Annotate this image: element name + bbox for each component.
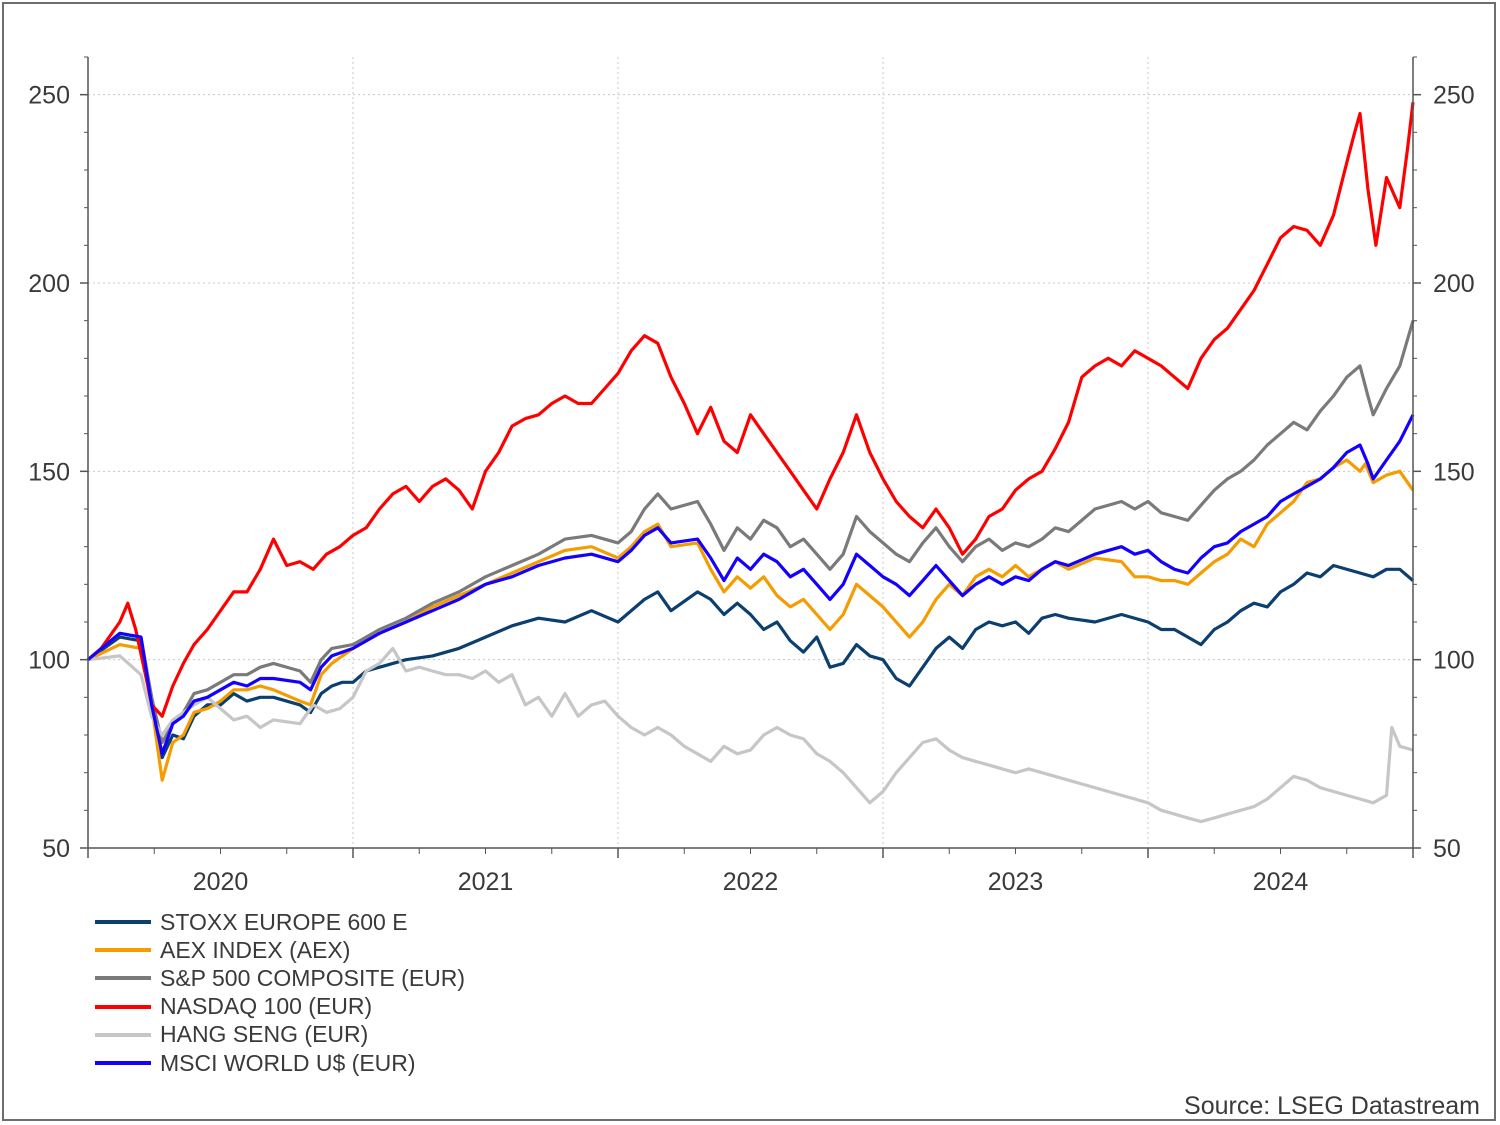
series-line <box>87 458 1415 782</box>
legend-item: HANG SENG (EUR) <box>95 1021 465 1049</box>
y-tick-label-left: 250 <box>28 82 70 110</box>
legend-label: HANG SENG (EUR) <box>160 1021 369 1048</box>
legend-item: MSCI WORLD U$ (EUR) <box>95 1049 465 1077</box>
legend-label: NASDAQ 100 (EUR) <box>160 993 373 1020</box>
y-tick-label-right: 250 <box>1433 82 1475 110</box>
y-tick-label-left: 50 <box>42 835 70 863</box>
legend-item: S&P 500 COMPOSITE (EUR) <box>95 964 465 992</box>
y-tick-label-left: 100 <box>28 647 70 675</box>
x-tick-label: 2023 <box>988 868 1044 896</box>
legend-swatch <box>95 1004 151 1009</box>
grid <box>88 57 1413 848</box>
series-line <box>87 563 1415 760</box>
legend-label: AEX INDEX (AEX) <box>160 936 351 963</box>
series-line <box>86 320 1415 745</box>
x-tick-label: 2020 <box>193 868 249 896</box>
source-note: Source: LSEG Datastream <box>1184 1092 1480 1120</box>
y-tick-label-left: 150 <box>28 458 70 486</box>
legend-item: AEX INDEX (AEX) <box>95 936 465 964</box>
y-tick-label-right: 200 <box>1433 270 1475 298</box>
legend-swatch <box>95 920 151 925</box>
legend-swatch <box>95 1061 151 1066</box>
legend: STOXX EUROPE 600 E AEX INDEX (AEX) S&P 500… <box>95 908 465 1077</box>
series-line <box>86 102 1415 718</box>
series-lines <box>86 102 1415 824</box>
legend-label: STOXX EUROPE 600 E <box>160 908 408 935</box>
legend-swatch <box>95 976 151 981</box>
axes: 50 50 100 100 150 150 200 200 250 250 2020 2021 2022… <box>28 56 1475 896</box>
y-tick-label-right: 100 <box>1433 647 1475 675</box>
legend-swatch <box>95 948 151 953</box>
legend-label: MSCI WORLD U$ (EUR) <box>160 1049 416 1076</box>
x-tick-label: 2022 <box>723 868 779 896</box>
x-tick-label: 2021 <box>458 868 514 896</box>
series-line <box>86 414 1415 756</box>
y-tick-label-left: 200 <box>28 270 70 298</box>
legend-label: S&P 500 COMPOSITE (EUR) <box>160 964 466 991</box>
x-tick-label: 2024 <box>1253 868 1309 896</box>
y-tick-label-right: 150 <box>1433 458 1475 486</box>
y-tick-label-right: 50 <box>1433 835 1461 863</box>
legend-item: STOXX EUROPE 600 E <box>95 908 465 936</box>
legend-swatch <box>95 1032 151 1037</box>
series-line <box>87 646 1414 824</box>
legend-item: NASDAQ 100 (EUR) <box>95 993 465 1021</box>
